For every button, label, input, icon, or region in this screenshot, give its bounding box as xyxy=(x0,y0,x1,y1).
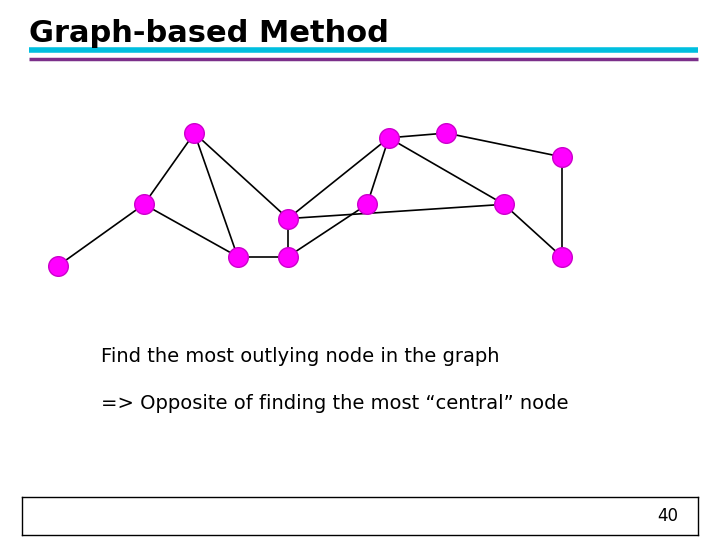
Text: => Opposite of finding the most “central” node: => Opposite of finding the most “central… xyxy=(101,394,568,414)
Point xyxy=(498,200,510,208)
Point xyxy=(189,129,200,137)
Point xyxy=(282,252,294,261)
Point xyxy=(383,133,395,142)
Point xyxy=(52,262,63,271)
Point xyxy=(232,252,243,261)
Text: Graph-based Method: Graph-based Method xyxy=(29,19,389,48)
Point xyxy=(282,214,294,223)
Point xyxy=(556,252,567,261)
Text: 40: 40 xyxy=(657,507,678,525)
Point xyxy=(441,129,452,137)
Point xyxy=(361,200,373,208)
Point xyxy=(138,200,150,208)
Text: Find the most outlying node in the graph: Find the most outlying node in the graph xyxy=(101,347,499,366)
Point xyxy=(556,152,567,161)
